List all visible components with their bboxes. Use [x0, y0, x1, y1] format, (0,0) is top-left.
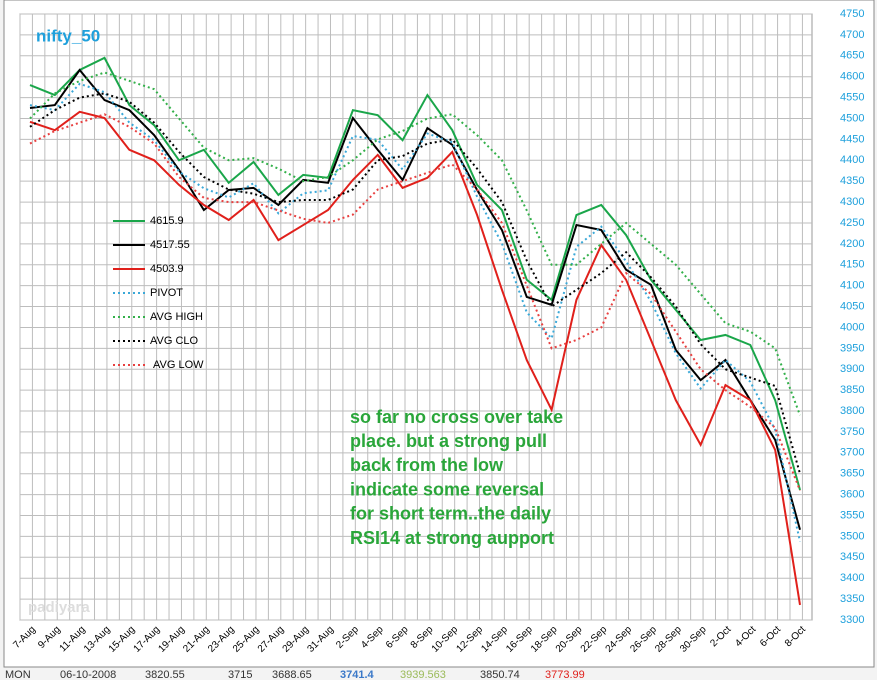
- series-line: [29, 71, 801, 416]
- y-tick-label: 3400: [840, 572, 864, 584]
- y-tick-label: 3800: [840, 405, 864, 417]
- footer-cell: 3715: [228, 669, 252, 680]
- y-tick-label: 4550: [840, 91, 864, 103]
- legend-label: 4503.9: [150, 263, 184, 275]
- y-tick-label: 4350: [840, 175, 864, 187]
- y-tick-label: 4400: [840, 154, 864, 166]
- y-tick-label: 3500: [840, 530, 864, 542]
- y-tick-label: 3600: [840, 489, 864, 501]
- annotation-line: back from the low: [350, 455, 504, 475]
- y-tick-label: 3700: [840, 447, 864, 459]
- y-tick-label: 3550: [840, 509, 864, 521]
- legend-label: PIVOT: [150, 287, 183, 299]
- legend-label: AVG LOW: [153, 359, 204, 371]
- series-line: [29, 56, 801, 491]
- legend-label: AVG HIGH: [150, 311, 203, 323]
- y-tick-label: 4150: [840, 259, 864, 271]
- legend-label: 4517.55: [150, 239, 190, 251]
- footer-cell: MON: [5, 669, 31, 680]
- y-tick-label: 4050: [840, 300, 864, 312]
- footer-cell: 3688.65: [272, 669, 312, 680]
- footer-cell: 3850.74: [480, 669, 520, 680]
- legend-label: AVG CLO: [150, 335, 199, 347]
- y-tick-label: 3950: [840, 342, 864, 354]
- annotation-line: RSI14 at strong aupport: [350, 528, 554, 548]
- y-tick-label: 3350: [840, 593, 864, 605]
- chart-title: nifty_50: [36, 26, 100, 45]
- footer-cell: 3741.4: [340, 669, 375, 680]
- footer-cell: 3939.563: [400, 669, 446, 680]
- y-tick-label: 4700: [840, 29, 864, 41]
- series-line: [29, 113, 801, 491]
- annotation-line: indicate some reversal: [350, 479, 544, 499]
- y-tick-label: 3850: [840, 384, 864, 396]
- annotation-line: for short term..the daily: [350, 504, 551, 524]
- watermark: padiyara: [28, 599, 90, 616]
- y-tick-label: 4100: [840, 280, 864, 292]
- y-tick-label: 4000: [840, 321, 864, 333]
- y-tick-label: 4500: [840, 112, 864, 124]
- y-tick-label: 4750: [840, 8, 864, 20]
- series-line: [29, 110, 801, 606]
- y-tick-label: 3450: [840, 551, 864, 563]
- annotation-line: place. but a strong pull: [350, 431, 547, 451]
- y-tick-label: 4200: [840, 238, 864, 250]
- y-tick-label: 4650: [840, 50, 864, 62]
- y-tick-label: 4450: [840, 133, 864, 145]
- y-tick-label: 3650: [840, 468, 864, 480]
- y-tick-label: 3900: [840, 363, 864, 375]
- footer-cell: 3773.99: [545, 669, 585, 680]
- y-tick-label: 3750: [840, 426, 864, 438]
- y-tick-label: 4600: [840, 71, 864, 83]
- legend-label: 4615.9: [150, 215, 184, 227]
- annotation-line: so far no cross over take: [350, 407, 563, 427]
- series-line: [29, 68, 801, 530]
- footer-cell: 06-10-2008: [60, 669, 116, 680]
- footer-cell: 3820.55: [145, 669, 185, 680]
- y-tick-label: 4250: [840, 217, 864, 229]
- y-tick-label: 4300: [840, 196, 864, 208]
- y-tick-label: 3300: [840, 614, 864, 626]
